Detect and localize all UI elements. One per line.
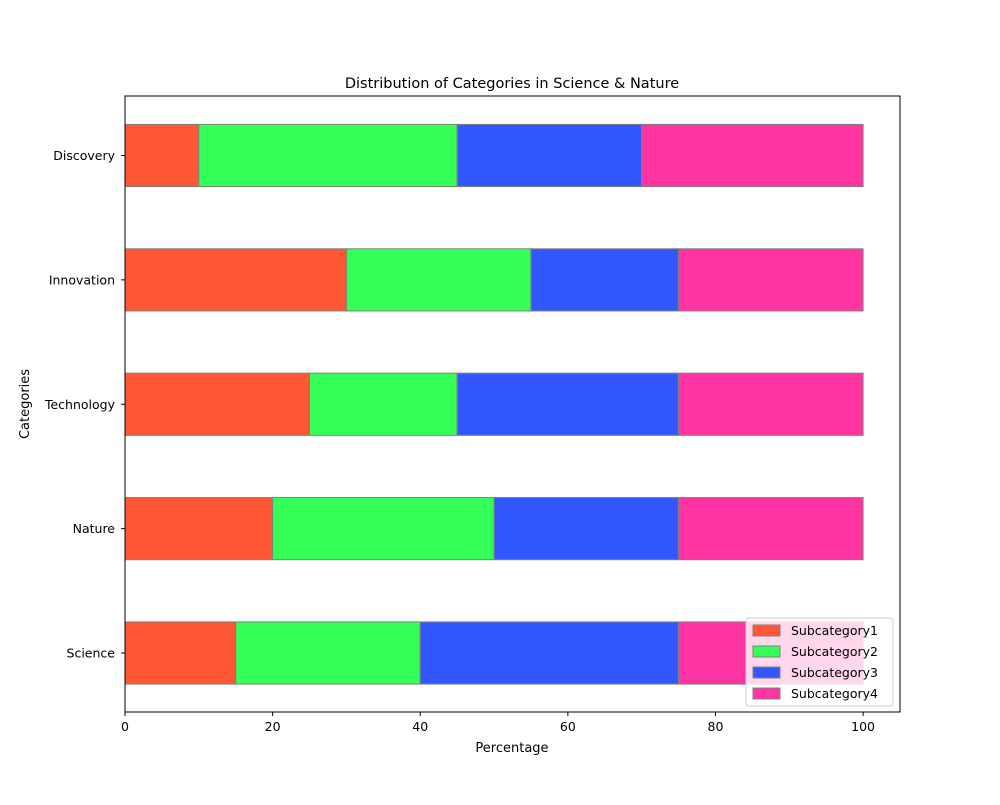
y-axis-label: Categories <box>18 369 33 439</box>
bar-technology-subcategory2 <box>309 372 458 436</box>
legend-swatch-subcategory4 <box>752 687 781 700</box>
bar-nature-subcategory2 <box>272 497 495 561</box>
bar-discovery-subcategory4 <box>641 123 864 188</box>
bar-science-subcategory2 <box>235 621 421 685</box>
bar-nature-subcategory4 <box>678 497 864 561</box>
x-axis-label: Percentage <box>475 741 548 756</box>
bar-innovation-subcategory1 <box>124 248 347 312</box>
y-tick-label-technology: Technology <box>44 397 116 412</box>
x-tick-label: 100 <box>851 719 875 734</box>
legend-swatch-subcategory3 <box>752 666 781 679</box>
y-tick-label-innovation: Innovation <box>49 272 115 287</box>
y-axis-ticks: Science Nature Technology Innovation Discove… <box>44 148 125 661</box>
bar-nature-subcategory3 <box>493 497 680 561</box>
legend-label-subcategory4: Subcategory4 <box>791 686 878 701</box>
legend-swatch-subcategory1 <box>752 624 781 637</box>
bar-nature-subcategory1 <box>124 497 274 561</box>
bar-technology-subcategory4 <box>678 372 864 436</box>
x-tick-label: 80 <box>708 719 724 734</box>
legend-swatch-subcategory2 <box>752 645 781 658</box>
legend: Subcategory1 Subcategory2 Subcategory3 Subc… <box>745 617 894 707</box>
x-axis-ticks: 0 20 40 60 80 100 <box>121 712 875 734</box>
legend-label-subcategory1: Subcategory1 <box>791 623 878 638</box>
bar-innovation-subcategory4 <box>678 248 864 312</box>
y-tick-label-science: Science <box>67 646 116 661</box>
legend-box <box>745 617 894 707</box>
bar-science-subcategory1 <box>124 621 237 685</box>
y-tick-label-nature: Nature <box>73 521 116 536</box>
bar-science-subcategory3 <box>419 621 680 685</box>
bar-technology-subcategory1 <box>124 372 311 436</box>
bar-discovery-subcategory3 <box>456 123 643 188</box>
legend-label-subcategory2: Subcategory2 <box>791 644 878 659</box>
y-tick-label-discovery: Discovery <box>53 148 115 163</box>
bar-discovery-subcategory2 <box>198 123 458 188</box>
chart-title: Distribution of Categories in Science & … <box>345 76 679 92</box>
bars-layer <box>124 123 864 685</box>
x-tick-label: 60 <box>560 719 576 734</box>
bar-technology-subcategory3 <box>456 372 680 436</box>
bar-innovation-subcategory3 <box>530 248 680 312</box>
x-tick-label: 0 <box>121 719 129 734</box>
x-tick-label: 20 <box>265 719 281 734</box>
bar-discovery-subcategory1 <box>124 123 200 188</box>
x-tick-label: 40 <box>412 719 428 734</box>
legend-label-subcategory3: Subcategory3 <box>791 665 878 680</box>
bar-innovation-subcategory2 <box>345 248 532 312</box>
